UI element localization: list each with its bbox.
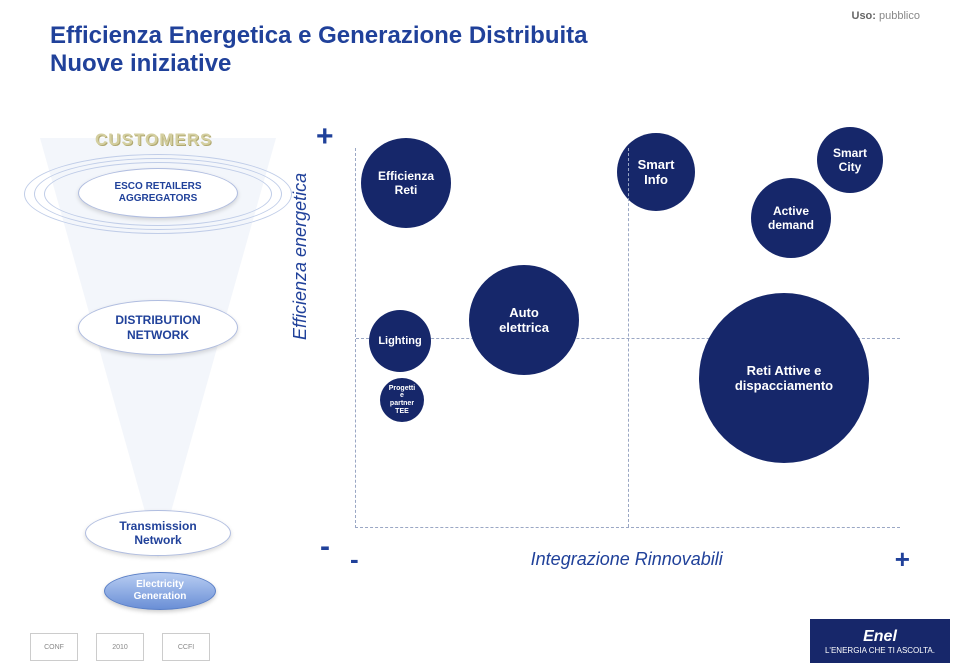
progetti-l3: partner [389, 400, 415, 408]
bubble-progetti: Progetti e partner TEE [380, 378, 424, 422]
eff-reti-l1: Efficienza [378, 169, 434, 183]
y-axis-label: Efficienza energetica [290, 173, 311, 340]
page-title: Efficienza Energetica e Generazione Dist… [50, 22, 588, 78]
title-line2: Nuove iniziative [50, 50, 588, 78]
distribution-l1: DISTRIBUTION [115, 313, 200, 327]
bubble-smart-info: Smart Info [617, 133, 695, 211]
bubble-smart-city: Smart City [817, 127, 883, 193]
smart-info-l2: Info [638, 172, 675, 187]
electricity-ellipse: Electricity Generation [104, 572, 216, 610]
bubble-quadrant: Efficienza Reti Lighting Progetti e part… [355, 148, 900, 528]
transmission-l1: Transmission [119, 519, 196, 533]
usage-label: Uso: pubblico [852, 10, 921, 22]
auto-l1: Auto [499, 305, 549, 320]
footer-logos: CONF 2010 CCFI [30, 633, 210, 661]
reti-att-l1: Reti Attive e [735, 363, 833, 378]
electricity-l1: Electricity [134, 579, 187, 591]
smart-city-l2: City [833, 160, 867, 174]
uso-prefix: Uso: [852, 10, 876, 22]
enel-brand: Enel [863, 628, 897, 646]
logo-confindustria: CONF [30, 633, 78, 661]
x-plus: + [895, 544, 910, 575]
active-l2: demand [768, 218, 814, 232]
bubble-active-demand: Active demand [751, 178, 831, 258]
bubble-auto: Auto elettrica [469, 265, 579, 375]
smart-info-l1: Smart [638, 157, 675, 172]
x-axis-label: Integrazione Rinnovabili [531, 549, 723, 570]
reti-att-l2: dispacciamento [735, 378, 833, 393]
x-minus: - [350, 544, 359, 575]
funnel-diagram: CUSTOMERS ESCO RETAILERS AGGREGATORS DIS… [40, 130, 280, 570]
bubble-lighting: Lighting [369, 310, 431, 372]
uso-value: pubblico [879, 10, 920, 22]
active-l1: Active [768, 204, 814, 218]
distribution-l2: NETWORK [115, 328, 200, 342]
x-axis: - Integrazione Rinnovabili + [350, 544, 910, 575]
bubble-reti-attive: Reti Attive e dispacciamento [699, 293, 869, 463]
esco-ellipse: ESCO RETAILERS AGGREGATORS [78, 168, 238, 218]
bubble-efficienza-reti: Efficienza Reti [361, 138, 451, 228]
progetti-l4: TEE [389, 408, 415, 416]
logo-greeneconomy: 2010 [96, 633, 144, 661]
progetti-l2: e [389, 392, 415, 400]
progetti-l1: Progetti [389, 385, 415, 393]
title-line1: Efficienza Energetica e Generazione Dist… [50, 22, 588, 50]
lighting-label: Lighting [378, 335, 421, 347]
eff-reti-l2: Reti [378, 183, 434, 197]
electricity-l2: Generation [134, 591, 187, 603]
enel-logo: Enel L'ENERGIA CHE TI ASCOLTA. [810, 619, 950, 663]
smart-city-l1: Smart [833, 146, 867, 160]
distribution-ellipse: DISTRIBUTION NETWORK [78, 300, 238, 355]
y-plus: + [316, 120, 334, 154]
y-minus: - [320, 530, 330, 564]
transmission-ellipse: Transmission Network [85, 510, 231, 556]
esco-l2: AGGREGATORS [114, 193, 201, 205]
customers-label: CUSTOMERS [95, 130, 212, 150]
esco-l1: ESCO RETAILERS [114, 181, 201, 193]
auto-l2: elettrica [499, 320, 549, 335]
enel-tag: L'ENERGIA CHE TI ASCOLTA. [825, 646, 935, 655]
transmission-l2: Network [119, 533, 196, 547]
logo-camera: CCFI [162, 633, 210, 661]
